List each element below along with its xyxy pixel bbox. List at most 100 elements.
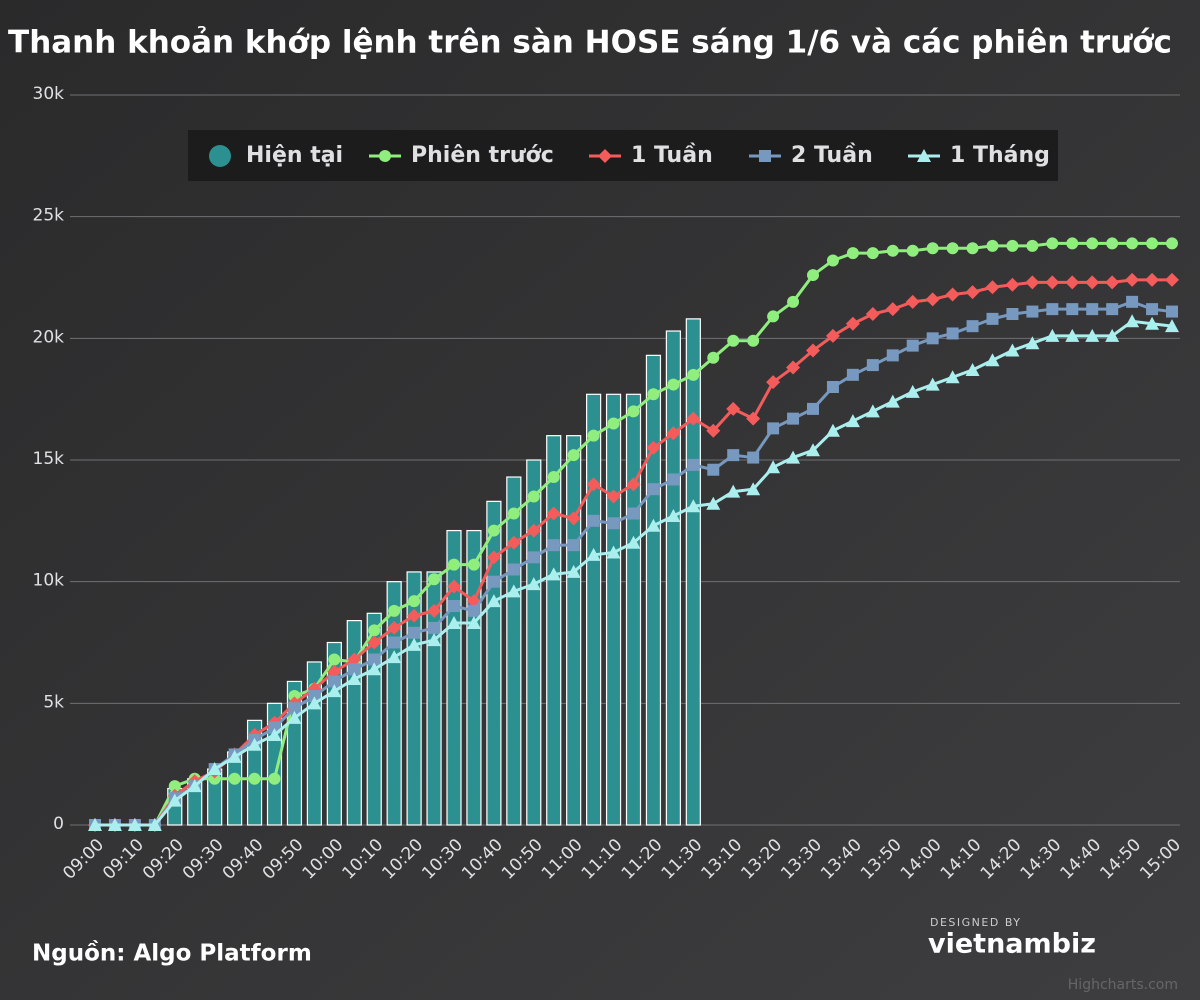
- marker: [786, 450, 801, 464]
- marker: [667, 473, 680, 486]
- bar: [625, 393, 642, 826]
- marker: [566, 511, 581, 526]
- marker: [447, 579, 461, 594]
- bar: [227, 751, 243, 826]
- marker: [825, 423, 840, 437]
- marker: [626, 535, 641, 549]
- marker: [886, 349, 899, 362]
- marker: [606, 489, 621, 504]
- marker: [348, 663, 361, 676]
- marker: [407, 608, 422, 623]
- marker: [687, 458, 700, 471]
- marker: [367, 662, 382, 676]
- marker: [1126, 237, 1139, 250]
- marker: [427, 633, 442, 647]
- y-tick-label: 15k: [33, 449, 65, 469]
- marker: [1086, 237, 1099, 250]
- marker: [846, 247, 859, 260]
- marker: [886, 244, 899, 257]
- marker: [207, 762, 222, 776]
- marker: [1066, 237, 1079, 250]
- marker: [945, 287, 960, 302]
- marker: [248, 772, 261, 785]
- marker: [208, 772, 221, 785]
- marker: [1165, 319, 1179, 333]
- marker: [347, 672, 362, 685]
- marker: [666, 508, 681, 522]
- marker: [607, 517, 620, 530]
- marker: [587, 514, 600, 527]
- marker: [388, 636, 401, 649]
- marker: [486, 594, 501, 608]
- marker: [1045, 328, 1060, 342]
- bar: [286, 680, 303, 826]
- logo-top: DESIGNED BY: [930, 916, 1021, 929]
- marker: [845, 316, 860, 331]
- marker: [187, 779, 202, 793]
- logo: vietnambiz: [928, 929, 1096, 960]
- legend-marker: [379, 150, 391, 162]
- marker: [966, 242, 979, 255]
- marker: [946, 327, 959, 340]
- marker: [807, 402, 819, 415]
- y-tick-label: 30k: [33, 84, 65, 104]
- marker: [726, 401, 741, 416]
- bar: [506, 476, 522, 826]
- marker: [447, 616, 461, 630]
- marker: [268, 772, 281, 785]
- marker: [727, 449, 740, 462]
- marker: [586, 547, 601, 561]
- marker: [567, 539, 580, 552]
- marker: [467, 558, 480, 571]
- marker: [308, 690, 321, 703]
- y-tick-label: 10k: [33, 571, 65, 591]
- marker: [288, 702, 301, 715]
- marker: [667, 378, 680, 391]
- marker: [627, 507, 640, 520]
- marker: [387, 650, 402, 664]
- bar: [605, 393, 622, 826]
- marker: [767, 422, 780, 435]
- marker: [487, 575, 500, 588]
- marker: [786, 360, 801, 375]
- marker: [507, 563, 520, 576]
- marker: [227, 749, 242, 763]
- marker: [1146, 237, 1159, 250]
- marker: [985, 280, 1000, 295]
- marker: [328, 653, 341, 666]
- marker: [687, 368, 700, 381]
- y-tick-label: 5k: [43, 692, 64, 712]
- marker: [706, 423, 721, 438]
- marker: [747, 334, 760, 347]
- marker: [428, 621, 441, 634]
- marker: [746, 411, 761, 426]
- marker: [506, 535, 521, 550]
- y-tick-label: 25k: [33, 206, 65, 226]
- bar: [685, 318, 701, 826]
- marker: [747, 451, 760, 464]
- marker: [865, 307, 880, 321]
- marker: [167, 793, 182, 807]
- marker: [726, 484, 741, 498]
- marker: [905, 384, 920, 398]
- legend-marker: [917, 149, 931, 162]
- bar: [566, 435, 582, 826]
- marker: [646, 440, 661, 455]
- marker: [1085, 328, 1100, 342]
- marker: [1086, 303, 1099, 316]
- marker: [527, 490, 540, 503]
- marker: [1105, 275, 1120, 290]
- marker: [906, 244, 919, 257]
- marker: [1126, 295, 1139, 308]
- marker: [1085, 275, 1100, 290]
- marker: [147, 818, 162, 831]
- source: Nguồn: Algo Platform: [32, 940, 312, 967]
- marker: [267, 727, 282, 741]
- marker: [826, 254, 839, 267]
- marker: [327, 684, 342, 698]
- marker: [626, 477, 641, 492]
- marker: [388, 604, 401, 617]
- marker: [1166, 305, 1178, 318]
- legend-marker: [598, 149, 612, 163]
